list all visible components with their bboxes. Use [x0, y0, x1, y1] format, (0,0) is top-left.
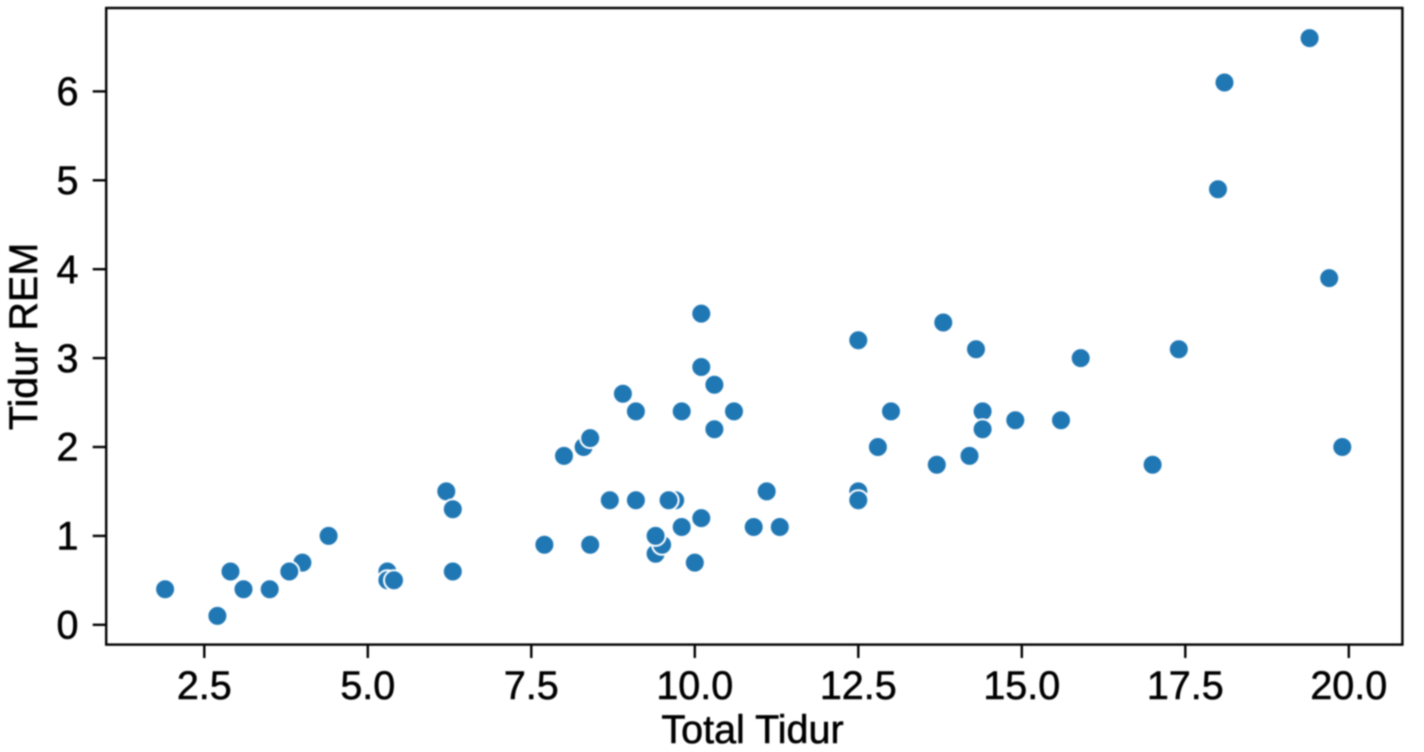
svg-text:5.0: 5.0 — [340, 664, 395, 708]
svg-text:2: 2 — [57, 426, 79, 470]
svg-text:4: 4 — [57, 248, 79, 292]
svg-text:17.5: 17.5 — [1147, 664, 1224, 708]
svg-text:20.0: 20.0 — [1310, 664, 1387, 708]
svg-text:5: 5 — [57, 159, 79, 203]
svg-text:2.5: 2.5 — [177, 664, 232, 708]
svg-text:6: 6 — [57, 70, 79, 114]
svg-text:12.5: 12.5 — [820, 664, 897, 708]
svg-text:10.0: 10.0 — [656, 664, 733, 708]
svg-text:3: 3 — [57, 337, 79, 381]
svg-text:Tidur REM: Tidur REM — [2, 243, 46, 430]
svg-text:Total Tidur: Total Tidur — [661, 708, 843, 752]
svg-text:1: 1 — [57, 515, 79, 559]
svg-text:15.0: 15.0 — [983, 664, 1060, 708]
svg-text:0: 0 — [57, 604, 79, 648]
svg-text:7.5: 7.5 — [504, 664, 559, 708]
